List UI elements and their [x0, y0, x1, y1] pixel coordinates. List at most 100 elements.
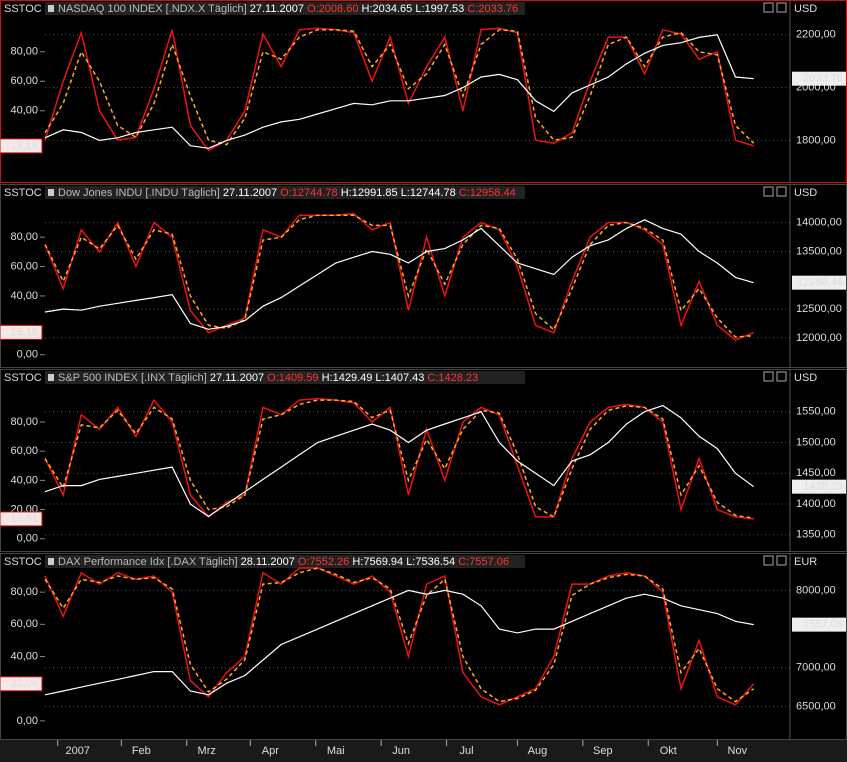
- last-price-badge: [792, 617, 846, 632]
- price-line: [44, 219, 754, 330]
- last-stoch-label: 13,61: [10, 513, 38, 525]
- currency: EUR: [794, 556, 817, 568]
- header-date: 27.11.2007: [250, 3, 304, 15]
- panel: [0, 0, 847, 183]
- window-button[interactable]: [776, 371, 787, 382]
- window-button[interactable]: [776, 555, 787, 566]
- signal-line: [44, 567, 755, 703]
- y-tick-label: 0,00: [17, 715, 38, 727]
- header-low: L:7536.54: [406, 556, 455, 568]
- y-tick-label: 80,00: [10, 231, 38, 243]
- y2-tick-label: 2200,00: [796, 29, 836, 41]
- last-price-badge: [792, 479, 846, 494]
- currency: USD: [794, 372, 817, 384]
- panel: [0, 184, 847, 368]
- last-price-label: 12958,44: [797, 277, 843, 289]
- window-button[interactable]: [763, 2, 774, 13]
- window-button[interactable]: [776, 2, 787, 13]
- header-icon: [48, 374, 54, 381]
- y2-tick-label: 6500,00: [796, 700, 836, 712]
- last-stoch-label: 16,16: [10, 140, 38, 152]
- x-tick-label: Jun: [392, 745, 410, 757]
- stoch-line: [44, 397, 754, 520]
- y2-tick-label: 1800,00: [796, 134, 836, 146]
- header-icon: [48, 558, 54, 565]
- signal-line: [44, 399, 754, 520]
- stoch-line: [44, 27, 754, 152]
- y-tick-label: 20,00: [10, 503, 38, 515]
- y2-tick-label: 1550,00: [796, 406, 836, 418]
- y-tick-label: 60,00: [10, 445, 38, 457]
- y-tick-label: 80,00: [10, 46, 38, 58]
- y-tick-label: 60,00: [10, 260, 38, 272]
- header-title: S&P 500 INDEX [.INX Täglich]: [58, 372, 207, 384]
- header-date: 27.11.2007: [223, 187, 277, 199]
- header-date: 28.11.2007: [241, 556, 295, 568]
- y2-tick-label: 8000,00: [796, 584, 836, 596]
- last-price-label: 2033,76: [803, 73, 843, 85]
- header-title: Dow Jones INDU [.INDU Täglich]: [58, 187, 220, 199]
- last-stoch-badge: [0, 676, 43, 692]
- header-icon: [48, 189, 54, 196]
- y-tick-label: 0,00: [17, 533, 38, 545]
- header-low: L:1997.53: [415, 3, 464, 15]
- header-high: H:1429.49: [322, 372, 373, 384]
- y-tick-label: 60,00: [10, 618, 38, 630]
- header-high: H:2034.65: [362, 3, 413, 15]
- last-stoch-label: 15,18: [10, 326, 38, 338]
- header-high: H:12991.85: [341, 187, 398, 199]
- y2-tick-label: 12500,00: [796, 303, 842, 315]
- x-tick-label: Mrz: [198, 745, 216, 757]
- header-bar: [45, 186, 525, 199]
- stoch-line: [44, 567, 755, 706]
- last-stoch-badge: [0, 138, 43, 154]
- y2-tick-label: 1350,00: [796, 529, 836, 541]
- y-tick-label: 40,00: [10, 650, 38, 662]
- x-tick-label: 2007: [65, 745, 89, 757]
- last-price-badge: [792, 275, 846, 290]
- header: DAX Performance Idx [.DAX Täglich] 28.11…: [58, 556, 509, 568]
- y2-tick-label: 12000,00: [796, 332, 842, 344]
- last-stoch-label: 23,06: [10, 678, 38, 690]
- y-tick-label: 80,00: [10, 416, 38, 428]
- y-tick-label: 60,00: [10, 75, 38, 87]
- x-tick-label: Sep: [593, 745, 613, 757]
- header-bar: [45, 371, 525, 384]
- price-line: [44, 404, 755, 518]
- header-date: 27.11.2007: [210, 372, 264, 384]
- header-low: L:12744.78: [401, 187, 456, 199]
- header-open: O:1409.59: [267, 372, 318, 384]
- x-tick-label: Mai: [327, 745, 345, 757]
- header-bar: [45, 2, 525, 15]
- price-line: [44, 34, 754, 149]
- currency: USD: [794, 3, 817, 15]
- header-close: C:2033.76: [467, 3, 518, 15]
- indicator-label: SSTOC: [4, 3, 42, 15]
- price-line: [44, 589, 754, 696]
- header-open: O:7552.26: [298, 556, 349, 568]
- indicator-label: SSTOC: [4, 372, 42, 384]
- header-title: NASDAQ 100 INDEX [.NDX.X Täglich]: [58, 3, 247, 15]
- window-button[interactable]: [763, 555, 774, 566]
- x-tick-label: Jul: [460, 745, 474, 757]
- window-button[interactable]: [763, 186, 774, 197]
- y-tick-label: 40,00: [10, 105, 38, 117]
- x-tick-label: Apr: [262, 745, 279, 757]
- y2-tick-label: 13500,00: [796, 245, 842, 257]
- last-price-badge: [792, 71, 846, 86]
- x-tick-label: Nov: [728, 745, 748, 757]
- header: NASDAQ 100 INDEX [.NDX.X Täglich] 27.11.…: [58, 3, 518, 15]
- window-button[interactable]: [763, 371, 774, 382]
- y-tick-label: 80,00: [10, 586, 38, 598]
- header-low: L:1407.43: [375, 372, 424, 384]
- header-close: C:7557.06: [458, 556, 509, 568]
- x-axis-bar: [0, 740, 847, 762]
- stoch-line: [44, 212, 754, 341]
- signal-line: [44, 28, 755, 146]
- header-icon: [48, 5, 54, 12]
- y2-tick-label: 1400,00: [796, 498, 836, 510]
- header-close: C:12958.44: [459, 187, 516, 199]
- last-stoch-badge: [0, 511, 43, 527]
- y2-tick-label: 1450,00: [796, 467, 836, 479]
- window-button[interactable]: [776, 186, 787, 197]
